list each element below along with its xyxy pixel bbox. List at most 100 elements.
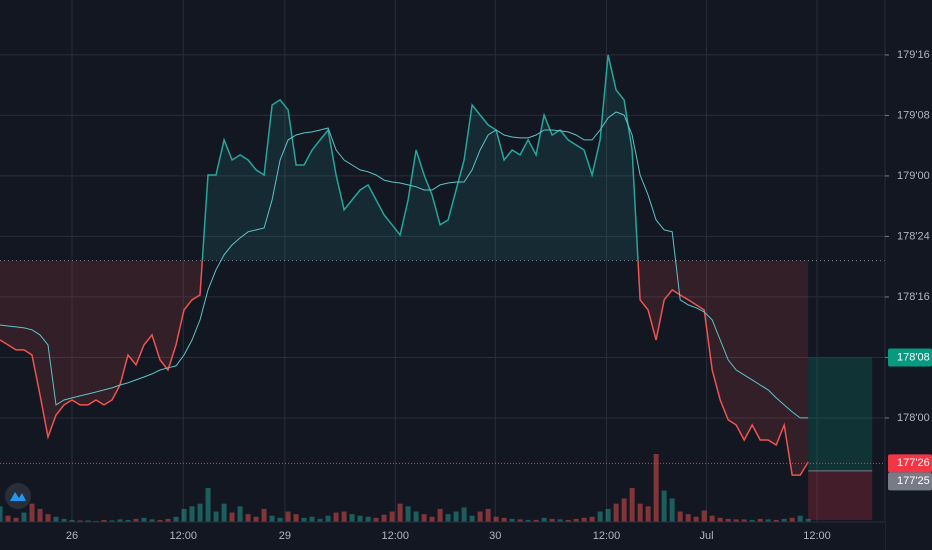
volume-bar (501, 517, 507, 522)
volume-bar (517, 519, 523, 522)
logo-circle (5, 483, 31, 509)
x-tick-label: 30 (489, 530, 501, 542)
volume-bar (165, 518, 171, 522)
volume-bar (189, 506, 195, 522)
price-label: 178'08 (897, 351, 930, 363)
volume-bar (101, 519, 107, 522)
y-tick-label: 178'00 (897, 412, 930, 424)
volume-bar (789, 517, 795, 522)
volume-bar (565, 519, 571, 522)
volume-bar (269, 515, 275, 522)
volume-bar (733, 519, 739, 522)
x-tick-label: Jul (700, 530, 714, 542)
volume-bar (125, 519, 131, 522)
volume-bar (5, 515, 11, 522)
volume-bar (109, 520, 115, 522)
area-below (0, 260, 809, 476)
volume-bar (525, 519, 531, 522)
volume-bar (605, 508, 611, 522)
volume-bar (213, 511, 219, 522)
volume-bar (85, 520, 91, 522)
volume-bar (453, 511, 459, 522)
volume-bar (677, 511, 683, 522)
y-tick-label: 179'00 (897, 170, 930, 182)
volume-bar (573, 518, 579, 522)
x-tick-label: 29 (279, 530, 291, 542)
volume-bar (349, 514, 355, 522)
volume-bar (317, 518, 323, 522)
volume-bar (37, 508, 43, 522)
x-tick-label: 12:00 (803, 530, 831, 542)
price-label-badge (888, 454, 932, 473)
volume-bar (413, 511, 419, 522)
volume-bar (0, 506, 3, 522)
volume-bar (445, 514, 451, 522)
volume-bar (325, 515, 331, 522)
volume-bar (685, 514, 691, 522)
volume-bar (461, 507, 467, 522)
volume-bar (133, 518, 139, 522)
volume-bar (229, 512, 235, 522)
volume-bar (29, 503, 35, 522)
volume-bar (53, 516, 59, 522)
volume-bar (13, 517, 19, 522)
volume-bar (581, 517, 587, 522)
volume-bar (429, 516, 435, 522)
volume-bar (205, 488, 211, 522)
volume-bar (717, 517, 723, 522)
logo-mark (10, 492, 26, 501)
volume-bar (333, 512, 339, 522)
volume-bar (181, 508, 187, 522)
volume-bar (157, 519, 163, 522)
volume-bar (93, 520, 99, 522)
volume-bar (253, 516, 259, 522)
position-stop (808, 470, 873, 521)
volume-bar (645, 506, 651, 522)
volume-bar (773, 519, 779, 522)
volume-bar (805, 518, 811, 522)
volume-bar (549, 518, 555, 522)
volume-bar (437, 508, 443, 522)
volume-bar (77, 520, 83, 522)
y-tick-label: 179'16 (897, 49, 930, 61)
volume-bar (301, 517, 307, 522)
volume-bar (197, 503, 203, 522)
volume-bar (45, 514, 51, 522)
price-label-badge (888, 348, 932, 367)
volume-bar (629, 488, 635, 522)
volume-bar (485, 508, 491, 522)
volume-bar (597, 511, 603, 522)
volume-bar (613, 503, 619, 522)
area-above (202, 54, 639, 261)
volume-bar (61, 518, 67, 522)
volume-bar (693, 516, 699, 522)
volume-bar (373, 517, 379, 522)
time-axis (0, 522, 885, 550)
volume-bar (661, 490, 667, 522)
volume-bar (493, 516, 499, 522)
price-line-above (201, 54, 639, 261)
y-tick-label: 178'24 (897, 230, 930, 242)
volume-bar (749, 519, 755, 522)
volume-bar (469, 515, 475, 522)
volume-bar (701, 510, 707, 522)
volume-bar (245, 514, 251, 522)
volume-bar (341, 511, 347, 522)
volume-bar (173, 516, 179, 522)
volume-bar (309, 516, 315, 522)
volume-bar (765, 519, 771, 522)
volume-bar (365, 516, 371, 522)
volume-bar (141, 517, 147, 522)
volume-bar (477, 511, 483, 522)
volume-bar (237, 506, 243, 522)
volume-bar (541, 517, 547, 522)
volume-bar (741, 519, 747, 522)
volume-bar (709, 515, 715, 522)
volume-bar (797, 515, 803, 522)
volume-bar (621, 498, 627, 522)
logo (5, 483, 31, 509)
x-tick-label: 26 (66, 530, 78, 542)
volume-bar (637, 503, 643, 522)
